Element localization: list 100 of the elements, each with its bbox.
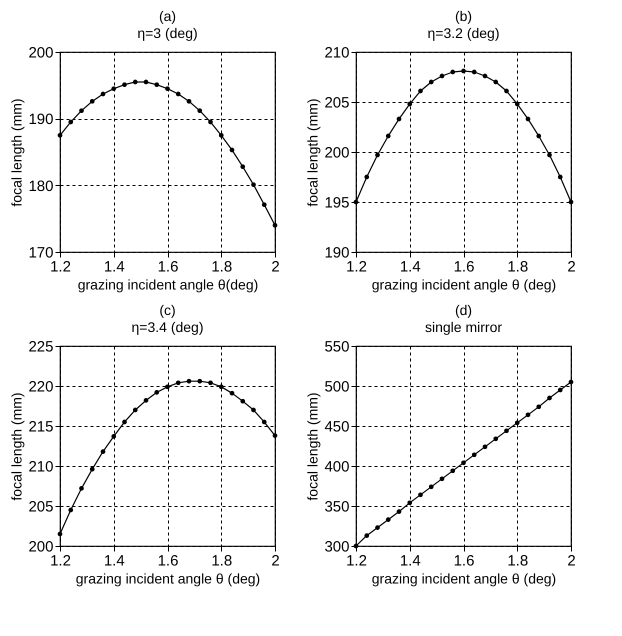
y-tick-label: 225 bbox=[28, 338, 54, 356]
y-tick-label: 500 bbox=[324, 378, 350, 396]
point bbox=[230, 148, 234, 152]
point bbox=[144, 80, 148, 84]
chart-title: (a) bbox=[158, 8, 176, 24]
y-tick-label: 195 bbox=[324, 194, 350, 212]
point bbox=[251, 408, 256, 412]
point bbox=[558, 174, 563, 180]
x-tick-label: 1.8 bbox=[507, 552, 528, 570]
point bbox=[272, 222, 278, 228]
point bbox=[558, 388, 563, 392]
point bbox=[208, 120, 213, 124]
y-tick-label: 550 bbox=[324, 338, 350, 356]
y-axis-title: focal length (mm) bbox=[8, 392, 24, 501]
point bbox=[504, 428, 509, 434]
x-tick-label: 2 bbox=[567, 552, 576, 570]
point bbox=[186, 378, 192, 384]
point bbox=[122, 82, 127, 88]
point bbox=[386, 517, 391, 522]
x-tick-label: 2 bbox=[271, 258, 280, 276]
point bbox=[407, 102, 412, 106]
x-tick-label: 1.8 bbox=[211, 258, 232, 276]
point bbox=[176, 380, 181, 386]
x-axis-title: grazing incident angle θ (deg) bbox=[76, 570, 260, 586]
point bbox=[240, 398, 246, 404]
point bbox=[100, 92, 106, 96]
point bbox=[440, 476, 444, 482]
point bbox=[450, 70, 456, 74]
chart-title: (c) bbox=[159, 302, 176, 318]
point bbox=[354, 200, 358, 204]
point bbox=[461, 460, 466, 466]
x-tick-label: 1.6 bbox=[158, 552, 178, 570]
x-tick-label: 1.4 bbox=[400, 552, 421, 570]
y-axis-title: focal length (mm) bbox=[304, 392, 320, 501]
point bbox=[568, 380, 574, 384]
point bbox=[111, 434, 116, 439]
point bbox=[386, 134, 391, 138]
point bbox=[472, 70, 477, 74]
point bbox=[154, 82, 160, 88]
chart-title: (b) bbox=[454, 8, 472, 24]
y-tick-label: 220 bbox=[28, 378, 54, 396]
x-tick-label: 1.4 bbox=[104, 552, 125, 570]
x-tick-label: 2 bbox=[271, 552, 280, 570]
point bbox=[230, 390, 234, 396]
y-axis-title: focal length (mm) bbox=[304, 98, 320, 207]
point bbox=[493, 436, 498, 442]
point bbox=[375, 152, 380, 158]
y-tick-label: 200 bbox=[28, 538, 54, 556]
x-axis-title: grazing incident angle θ (deg) bbox=[372, 570, 556, 586]
chart-subtitle: single mirror bbox=[424, 319, 502, 335]
point bbox=[262, 202, 267, 208]
x-tick-label: 1.6 bbox=[454, 258, 474, 276]
point bbox=[514, 420, 520, 426]
point bbox=[504, 88, 509, 94]
point bbox=[272, 433, 278, 438]
point bbox=[197, 108, 202, 114]
point bbox=[165, 384, 170, 390]
point bbox=[461, 68, 466, 74]
point bbox=[154, 390, 160, 395]
point bbox=[68, 508, 74, 512]
y-tick-label: 170 bbox=[28, 244, 54, 262]
point bbox=[68, 120, 74, 124]
point bbox=[536, 404, 542, 410]
y-tick-label: 210 bbox=[28, 458, 54, 476]
point bbox=[218, 384, 224, 390]
point bbox=[144, 398, 148, 403]
x-tick-label: 1.2 bbox=[346, 552, 367, 570]
point bbox=[132, 80, 138, 84]
y-tick-label: 190 bbox=[324, 244, 350, 262]
y-tick-label: 180 bbox=[28, 178, 54, 195]
point bbox=[547, 396, 552, 400]
point bbox=[568, 200, 574, 204]
chart-subtitle: η=3.2 (deg) bbox=[428, 25, 500, 41]
point bbox=[208, 380, 213, 386]
x-axis-title: grazing incident angle θ (deg) bbox=[372, 276, 556, 292]
point bbox=[472, 452, 477, 458]
x-tick-label: 1.2 bbox=[50, 552, 71, 570]
x-tick-label: 1.2 bbox=[346, 258, 367, 276]
point bbox=[526, 412, 530, 418]
point bbox=[418, 88, 423, 94]
y-tick-label: 400 bbox=[324, 458, 350, 476]
x-tick-label: 1.4 bbox=[104, 258, 125, 276]
point bbox=[450, 468, 456, 474]
y-tick-label: 350 bbox=[324, 498, 350, 516]
chart-title: (d) bbox=[454, 302, 472, 318]
point bbox=[111, 86, 116, 92]
y-tick-label: 190 bbox=[28, 111, 54, 128]
point bbox=[186, 98, 192, 104]
point bbox=[262, 420, 267, 424]
x-tick-label: 1.2 bbox=[50, 258, 71, 276]
point bbox=[536, 134, 542, 138]
chart-subtitle: η=3 (deg) bbox=[137, 25, 198, 41]
point bbox=[482, 444, 488, 450]
point bbox=[547, 152, 552, 158]
y-tick-label: 205 bbox=[324, 94, 350, 112]
point bbox=[218, 132, 224, 138]
x-tick-label: 1.8 bbox=[211, 552, 232, 570]
y-tick-label: 210 bbox=[324, 44, 350, 62]
y-axis-title: focal length (mm) bbox=[8, 98, 24, 207]
point bbox=[58, 532, 62, 536]
